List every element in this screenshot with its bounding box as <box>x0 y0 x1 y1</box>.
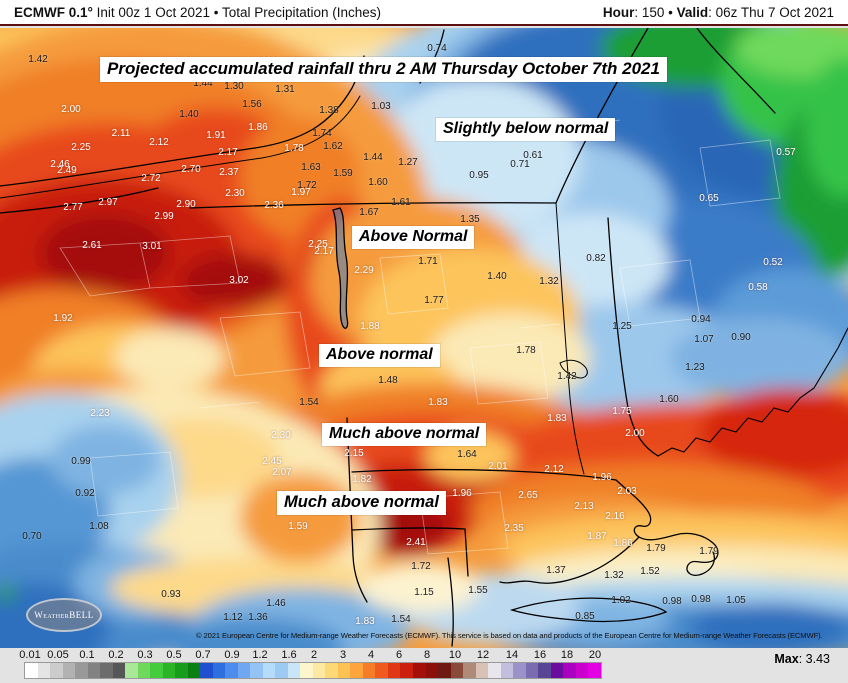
legend-tick-label: 2 <box>310 649 318 661</box>
legend-tick-label: 0.05 <box>47 649 69 661</box>
hour-label: Hour <box>602 4 635 20</box>
legend-color-segment <box>75 663 88 678</box>
legend-color-segment <box>50 663 63 678</box>
legend-tick-label: 0.3 <box>137 649 153 661</box>
legend-color-segment <box>175 663 188 678</box>
legend-tick-label: 0.1 <box>79 649 95 661</box>
color-scale-legend: 0.01 0.05 0.1 0.2 0.3 0.5 0.7 0.9 1.2 1.6 2 3 4 6 8 10 1… <box>0 648 848 683</box>
legend-tick-label: 4 <box>367 649 375 661</box>
legend-color-segment <box>62 663 76 678</box>
legend-color-segment <box>212 663 226 678</box>
legend-color-segment <box>300 663 313 678</box>
max-number: : 3.43 <box>798 652 830 666</box>
legend-color-segment <box>350 663 363 678</box>
legend-tick-label: 20 <box>588 649 602 661</box>
legend-tick-label: 0.5 <box>166 649 182 661</box>
legend-color-segment <box>425 663 439 678</box>
legend-color-segment <box>250 663 263 678</box>
forecast-annotation: Slightly below normal <box>436 118 616 142</box>
legend-color-segment <box>550 663 564 678</box>
legend-tick-label: 10 <box>448 649 462 661</box>
legend-tick-label: 6 <box>395 649 403 661</box>
legend-color-segment <box>375 663 388 678</box>
legend-tick-label: 12 <box>476 649 490 661</box>
legend-color-segment <box>325 663 338 678</box>
legend-tick-label: 3 <box>339 649 347 661</box>
state-borders <box>0 28 848 647</box>
legend-color-segment <box>450 663 464 678</box>
precipitation-map: 1.42 1.44 1.30 1.31 1.56 1.40 2.00 2.11 2.25 2.46… <box>0 28 848 648</box>
legend-color-segment <box>237 663 251 678</box>
legend-tick-label: 0.7 <box>195 649 211 661</box>
model-run-info: Init 00z 1 Oct 2021 • Total Precipitatio… <box>92 4 382 20</box>
legend-color-segment <box>137 663 151 678</box>
legend-tick-label: 16 <box>533 649 547 661</box>
legend-color-segment <box>187 663 201 678</box>
valid-label: Valid <box>676 4 709 20</box>
weatherbell-logo: WeatherBELL <box>26 598 102 632</box>
legend-color-segment <box>125 663 138 678</box>
header-left: ECMWF 0.1° Init 00z 1 Oct 2021 • Total P… <box>14 5 381 20</box>
legend-tick-label: 14 <box>505 649 519 661</box>
copyright-text: © 2021 European Centre for Medium-range … <box>196 631 823 640</box>
legend-color-segment <box>387 663 401 678</box>
weatherbell-logo-text: WeatherBELL <box>34 610 94 620</box>
forecast-annotation: Much above normal <box>277 491 446 515</box>
model-name: ECMWF 0.1° <box>14 4 93 20</box>
legend-color-segment <box>162 663 176 678</box>
legend-color-segment <box>563 663 576 678</box>
legend-color-segment <box>525 663 539 678</box>
legend-color-segment <box>412 663 426 678</box>
legend-color-segment <box>362 663 376 678</box>
legend-color-segment <box>538 663 551 678</box>
max-label: Max <box>774 652 799 666</box>
legend-color-segment <box>112 663 126 678</box>
legend-color-segment <box>575 663 589 678</box>
legend-color-segment <box>438 663 451 678</box>
legend-color-segment <box>463 663 476 678</box>
legend-tick-label: 18 <box>560 649 574 661</box>
precip-field-graphic <box>0 28 848 648</box>
legend-tick-label: 8 <box>423 649 431 661</box>
forecast-annotation: Above normal <box>319 344 440 368</box>
legend-tick-label: 1.2 <box>252 649 268 661</box>
legend-color-segment <box>588 663 601 678</box>
legend-color-segment <box>500 663 514 678</box>
legend-color-segment <box>312 663 326 678</box>
forecast-annotation: Projected accumulated rainfall thru 2 AM… <box>100 57 667 82</box>
valid-value: : 06z Thu 7 Oct 2021 <box>708 4 834 20</box>
legend-color-segment <box>225 663 238 678</box>
legend-tick-label: 1.6 <box>281 649 297 661</box>
legend-color-segment <box>275 663 288 678</box>
legend-tick-label: 0.9 <box>224 649 240 661</box>
legend-color-segment <box>87 663 101 678</box>
forecast-annotation: Above Normal <box>352 226 475 250</box>
max-value: Max: 3.43 <box>774 652 830 666</box>
legend-color-bar <box>24 662 602 679</box>
header-right: Hour: 150 • Valid: 06z Thu 7 Oct 2021 <box>603 5 834 20</box>
legend-color-segment <box>37 663 51 678</box>
legend-color-segment <box>100 663 113 678</box>
legend-color-segment <box>475 663 489 678</box>
legend-color-segment <box>200 663 213 678</box>
hour-value: : 150 • <box>634 4 677 20</box>
legend-color-segment <box>513 663 526 678</box>
legend-color-segment <box>488 663 501 678</box>
legend-color-segment <box>262 663 276 678</box>
legend-tick-label: 0.2 <box>108 649 124 661</box>
header-bar: ECMWF 0.1° Init 00z 1 Oct 2021 • Total P… <box>0 0 848 26</box>
legend-color-segment <box>25 663 38 678</box>
legend-color-segment <box>287 663 301 678</box>
legend-color-segment <box>150 663 163 678</box>
forecast-annotation: Much above normal <box>322 423 487 447</box>
legend-tick-label: 0.01 <box>19 649 41 661</box>
legend-color-segment <box>400 663 413 678</box>
legend-color-segment <box>337 663 351 678</box>
